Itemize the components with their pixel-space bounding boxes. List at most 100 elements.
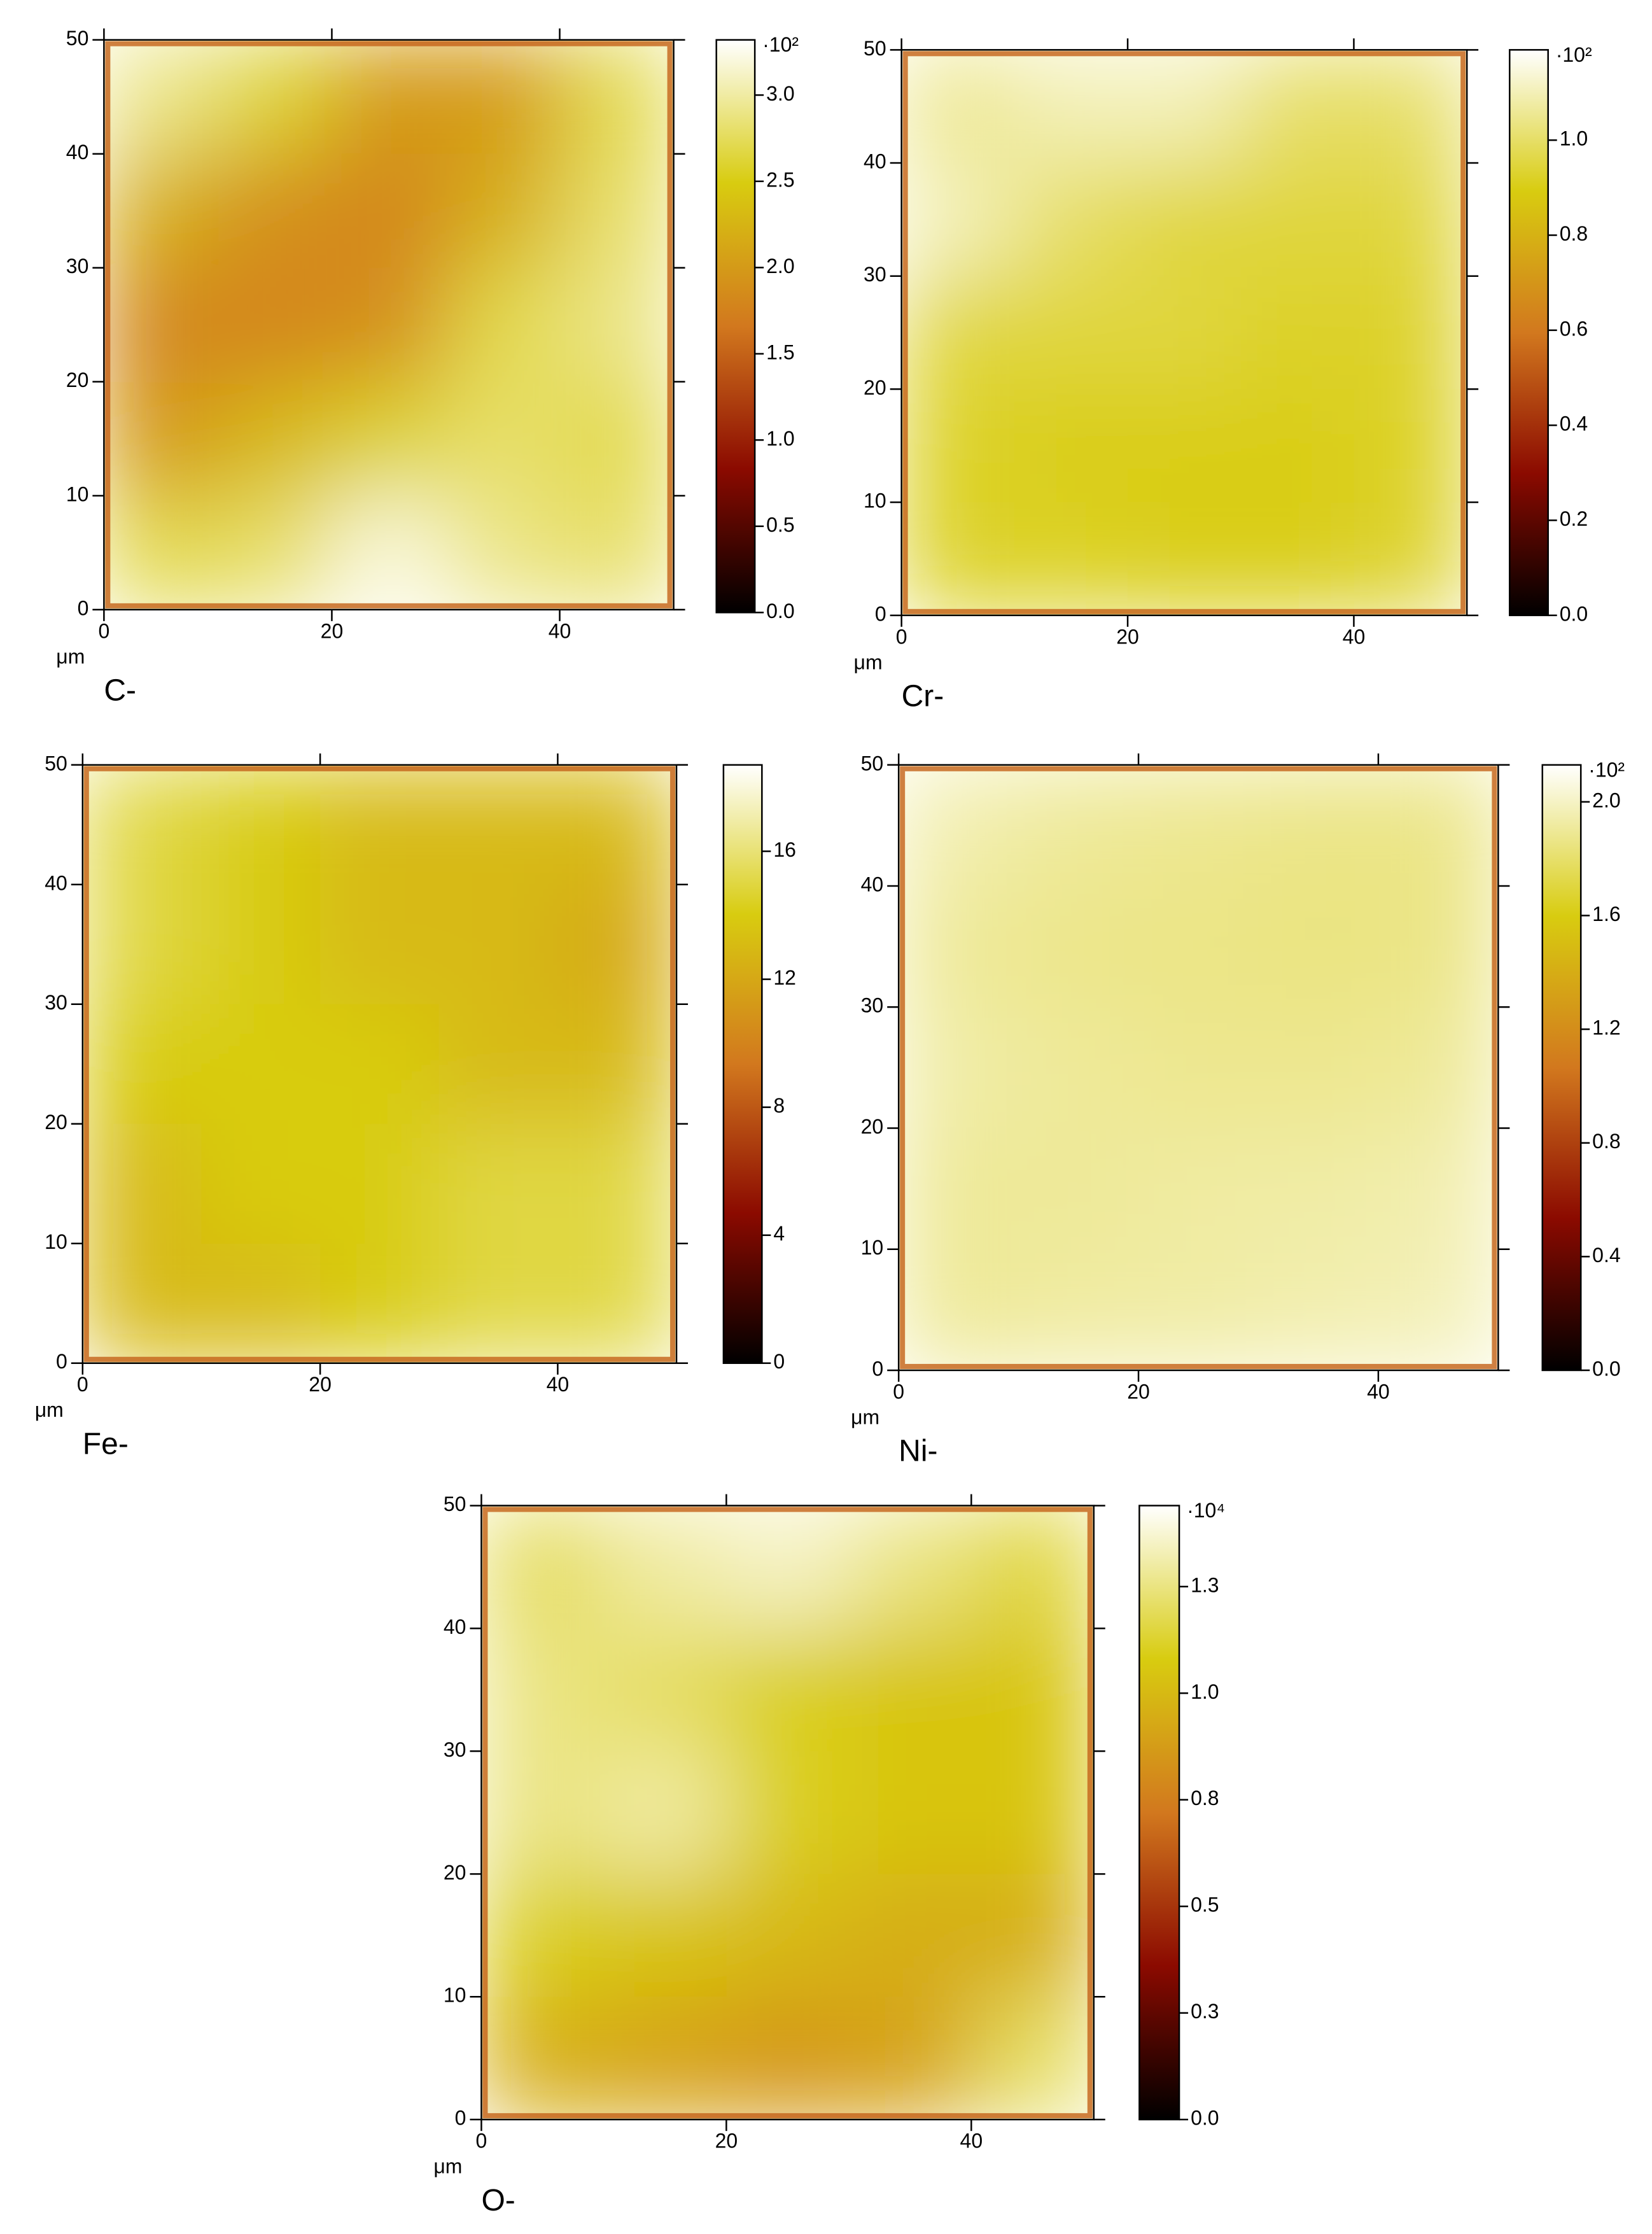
map-cell: [971, 1997, 1094, 2120]
colorbar-tick-label: 0.0: [1560, 602, 1588, 625]
map-cell: [971, 1874, 1094, 1997]
map-cell: [218, 381, 332, 496]
map-cell: [481, 1997, 605, 2120]
y-tick-label: 50: [66, 27, 89, 50]
colorbar-tick-label: 0.6: [1560, 317, 1588, 340]
x-tick-label: 40: [1343, 625, 1366, 648]
map-cell: [1138, 1007, 1259, 1128]
x-tick-label: 0: [77, 1373, 88, 1396]
colorbar: [715, 39, 756, 614]
colorbar-tick-label: 0.8: [1191, 1787, 1219, 1809]
map-cell: [481, 1751, 605, 1874]
colorbar: [1138, 1505, 1180, 2121]
colorbar-tick-label: 1.0: [766, 427, 794, 450]
map-rim: [83, 766, 676, 1362]
map-cell: [438, 764, 558, 885]
map-cell: [320, 1243, 440, 1363]
plot-frame: [900, 49, 1468, 617]
x-tick-label: 40: [960, 2130, 983, 2153]
map: [481, 1505, 1094, 2120]
colorbar-tick-label: 1.0: [1191, 1680, 1219, 1703]
map-cell: [332, 381, 446, 496]
map-cell: [1018, 1128, 1139, 1250]
x-axis-label: μm: [56, 645, 85, 668]
map-cell: [438, 1243, 558, 1363]
map-cell: [82, 884, 202, 1005]
y-tick-label: 40: [861, 873, 884, 896]
map-cell: [726, 1505, 850, 1629]
map-cell: [901, 276, 1015, 390]
map-cell: [201, 764, 321, 885]
map-cell: [82, 764, 202, 885]
colorbar-tick-label: 0.8: [1592, 1130, 1620, 1153]
map-cell: [901, 50, 1015, 164]
map-cell: [559, 39, 674, 155]
map-cell: [82, 1243, 202, 1363]
map-cell: [901, 389, 1015, 503]
map-cells: [481, 1505, 1094, 2120]
map-cell: [559, 153, 674, 269]
map-cell: [1138, 1249, 1259, 1370]
map-cell: [1128, 163, 1242, 277]
map-cell: [1128, 50, 1242, 164]
y-tick-label: 20: [66, 369, 89, 391]
map-rim: [105, 41, 673, 608]
colorbar-tick-label: 0.0: [766, 600, 794, 622]
map-cell: [104, 267, 218, 383]
panel-label: Cr-: [902, 679, 944, 713]
map-cell: [603, 1628, 727, 1752]
map-cell: [1018, 764, 1139, 887]
map-cell: [1240, 163, 1354, 277]
y-tick-label: 20: [45, 1111, 67, 1134]
map-rim: [902, 51, 1466, 614]
map-cell: [1018, 886, 1139, 1008]
map-cell: [445, 267, 561, 383]
map-cell: [899, 764, 1019, 887]
y-tick-label: 0: [455, 2107, 466, 2130]
colorbar-tick-label: 16: [773, 838, 796, 861]
x-tick-label: 20: [1127, 1380, 1150, 1403]
map-cell: [1378, 886, 1499, 1008]
map-cell: [201, 884, 321, 1005]
colorbar: [722, 764, 763, 1365]
y-tick-label: 30: [444, 1738, 466, 1761]
y-tick-label: 10: [864, 489, 886, 512]
y-tick-label: 10: [45, 1230, 67, 1253]
y-tick-label: 20: [864, 376, 886, 399]
colorbar-tick-label: 1.6: [1592, 903, 1620, 925]
map-cell: [1014, 389, 1128, 503]
map-cell: [1018, 1007, 1139, 1128]
colorbar-tick-label: 4: [773, 1222, 785, 1245]
colorbar-tick-label: 0.2: [1560, 507, 1588, 530]
map-cell: [218, 495, 332, 610]
map-cell: [1138, 1128, 1259, 1250]
map-cell: [104, 381, 218, 496]
map-cell: [445, 153, 561, 269]
colorbar-tick-label: 0.4: [1560, 412, 1588, 435]
map: [901, 50, 1467, 615]
map-cell: [726, 1997, 850, 2120]
x-tick-label: 0: [476, 2130, 487, 2153]
map-cell: [899, 1128, 1019, 1250]
panel-label: Ni-: [899, 1435, 937, 1468]
map: [899, 764, 1499, 1370]
colorbar-tick-label: 0.5: [766, 513, 794, 536]
map-cell: [445, 381, 561, 496]
y-tick-label: 10: [444, 1984, 466, 2007]
map: [104, 39, 674, 610]
map-cell: [1378, 1007, 1499, 1128]
map-cell: [1128, 502, 1242, 615]
map-cell: [559, 381, 674, 496]
map-cell: [1258, 1128, 1379, 1250]
x-tick-label: 0: [98, 619, 109, 642]
map-cell: [445, 495, 561, 610]
map-cell: [201, 1004, 321, 1125]
colorbar-tick-label: 2.0: [766, 255, 794, 277]
y-tick-label: 50: [444, 1493, 466, 1515]
map-cell: [481, 1628, 605, 1752]
y-tick-label: 30: [66, 255, 89, 277]
colorbar-tick-label: 0.4: [1592, 1244, 1620, 1267]
map-cell: [1128, 276, 1242, 390]
y-tick-label: 20: [861, 1115, 884, 1138]
y-tick-label: 50: [861, 752, 884, 775]
